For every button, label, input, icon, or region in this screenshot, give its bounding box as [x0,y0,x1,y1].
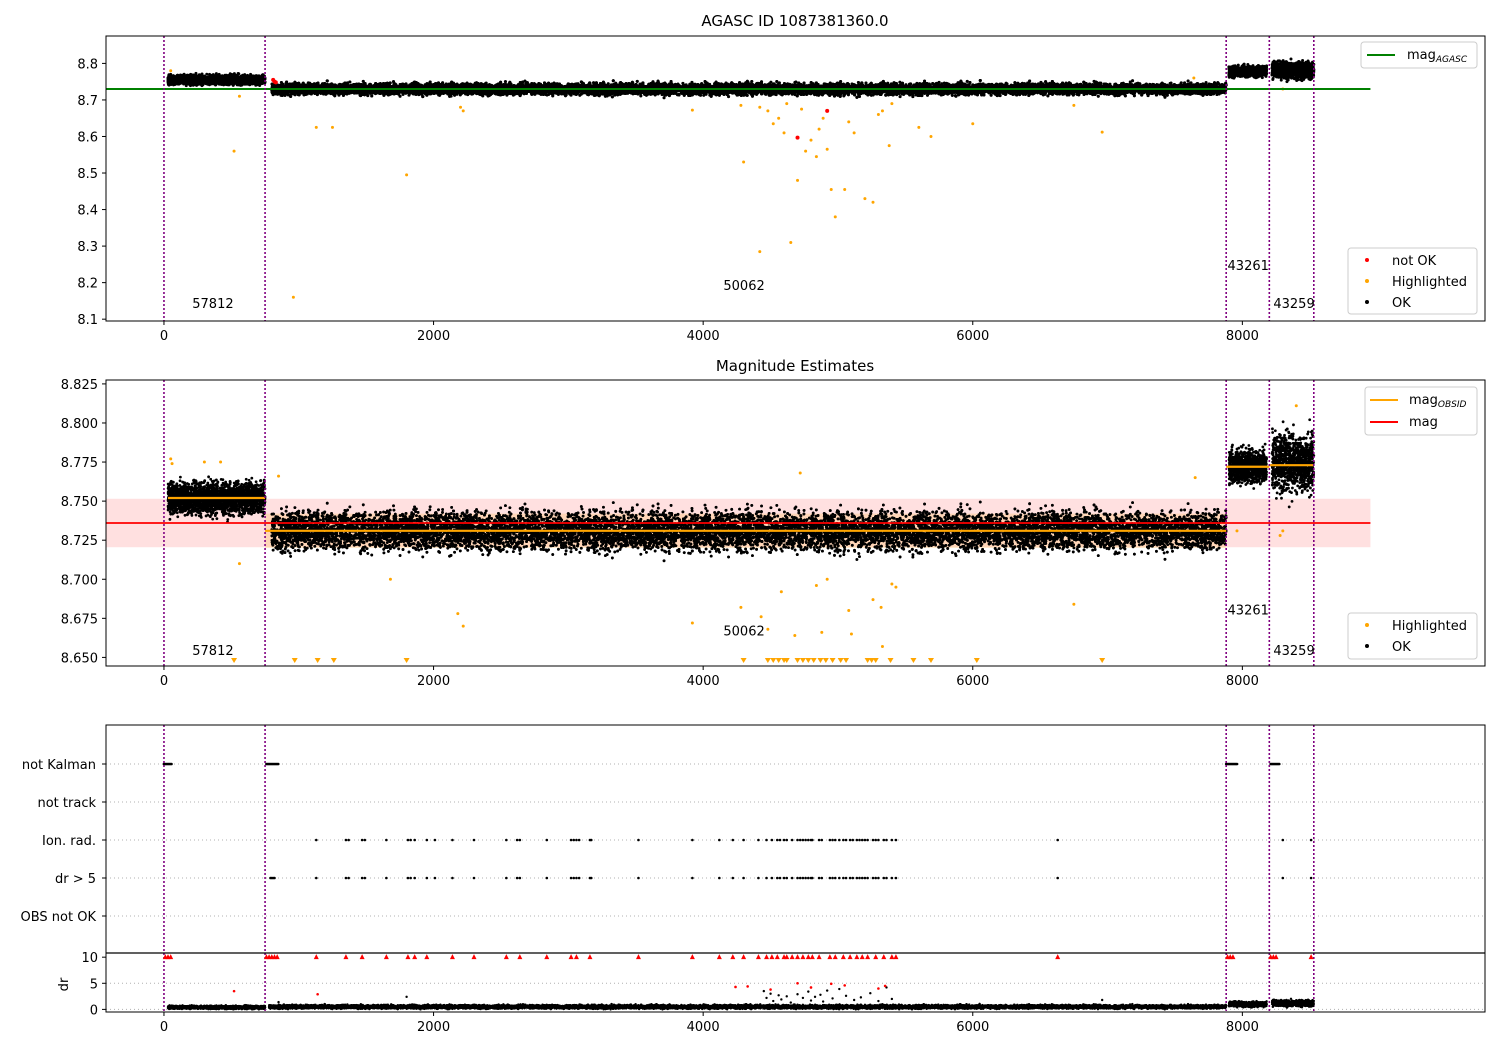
ok-point [193,78,196,81]
ok-point [232,83,235,86]
ok-point [251,81,254,84]
ok-point [197,79,200,82]
ok-point [254,75,257,78]
ok-point [238,78,241,81]
ok-point [218,83,221,86]
ok-point [224,82,227,85]
ok-point [228,78,231,81]
ok-point [179,74,182,77]
ok-point [262,73,265,76]
ok-point [205,73,208,76]
ok-point [167,76,170,79]
chart-figure: AGASC ID 1087381360.0 578125006243261432… [0,0,1500,1050]
ok-point [212,78,215,81]
ok-point [213,81,216,84]
ok-point [255,79,258,82]
ok-point [172,77,175,80]
ok-point [237,72,240,75]
ok-point [216,76,219,79]
ok-point [182,80,185,83]
agasc-panel-title: AGASC ID 1087381360.0 [701,12,888,30]
ok-point [203,78,206,81]
ok-point [182,75,185,78]
ok-point [178,80,181,83]
ok-point [234,74,237,77]
ok-point [232,78,235,81]
ok-point [244,78,247,81]
ok-point [198,76,201,79]
ok-point [241,74,244,77]
ok-point [200,80,203,83]
ok-point [168,80,171,83]
ok-point [185,81,188,84]
ok-point [207,79,210,82]
ok-point [248,76,251,79]
ok-point [241,80,244,83]
ok-point [225,77,228,80]
ok-point [229,72,232,75]
ok-point [261,80,264,83]
ok-point [205,81,208,84]
ok-point [172,81,175,84]
ok-point [194,72,197,75]
ok-point [220,75,223,78]
ok-point [228,83,231,86]
